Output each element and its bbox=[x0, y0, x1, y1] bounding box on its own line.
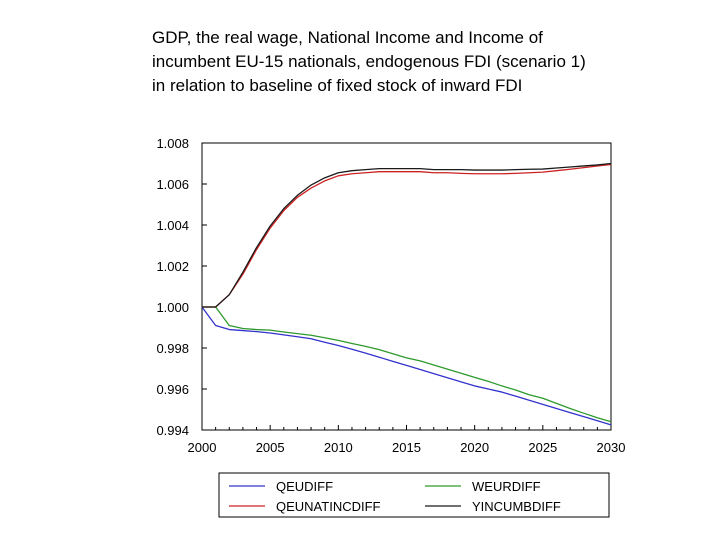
y-tick-label: 0.996 bbox=[156, 382, 189, 397]
legend-frame bbox=[218, 472, 610, 518]
series-line-qeudiff bbox=[201, 306, 612, 426]
chart-title-line-2: incumbent EU-15 nationals, endogenous FD… bbox=[152, 52, 586, 71]
x-tick-label: 2010 bbox=[324, 440, 353, 455]
y-tick-label: 1.008 bbox=[156, 136, 189, 151]
x-tick-label: 2020 bbox=[460, 440, 489, 455]
y-tick-label: 1.002 bbox=[156, 259, 189, 274]
plot-area-frame bbox=[201, 142, 612, 431]
legend-label-qeudiff: QEUDIFF bbox=[276, 479, 333, 494]
x-tick-label: 2000 bbox=[188, 440, 217, 455]
chart-axes: 0.994 0.996 0.998 1.000 1.002 1.004 1.006 1.008… bbox=[156, 136, 625, 455]
chart-series-group bbox=[201, 162, 612, 426]
x-tick-label: 2030 bbox=[597, 440, 626, 455]
legend-label-qeunatincdiff: QEUNATINCDIFF bbox=[276, 499, 381, 514]
x-tick-label: 2005 bbox=[256, 440, 285, 455]
y-tick-label: 0.998 bbox=[156, 341, 189, 356]
legend-label-yincumbdiff: YINCUMBDIFF bbox=[472, 499, 561, 514]
x-tick-label: 2025 bbox=[528, 440, 557, 455]
chart-title-line-1: GDP, the real wage, National Income and … bbox=[152, 28, 543, 47]
chart-title: GDP, the real wage, National Income and … bbox=[152, 26, 692, 98]
legend-label-weurdiff: WEURDIFF bbox=[472, 479, 541, 494]
y-tick-label: 0.994 bbox=[156, 423, 189, 438]
chart-legend: QEUDIFF WEURDIFF QEUNATINCDIFF YINCUMBDIFF bbox=[218, 472, 610, 518]
series-line-qeunatincdiff bbox=[202, 163, 612, 308]
x-tick-label: 2015 bbox=[392, 440, 421, 455]
y-tick-label: 1.000 bbox=[156, 300, 189, 315]
series-line-yincumbdiff bbox=[202, 162, 612, 308]
series-line-weurdiff bbox=[202, 306, 612, 423]
y-tick-label: 1.006 bbox=[156, 177, 189, 192]
chart-title-line-3: in relation to baseline of fixed stock o… bbox=[152, 76, 523, 95]
y-tick-label: 1.004 bbox=[156, 218, 189, 233]
